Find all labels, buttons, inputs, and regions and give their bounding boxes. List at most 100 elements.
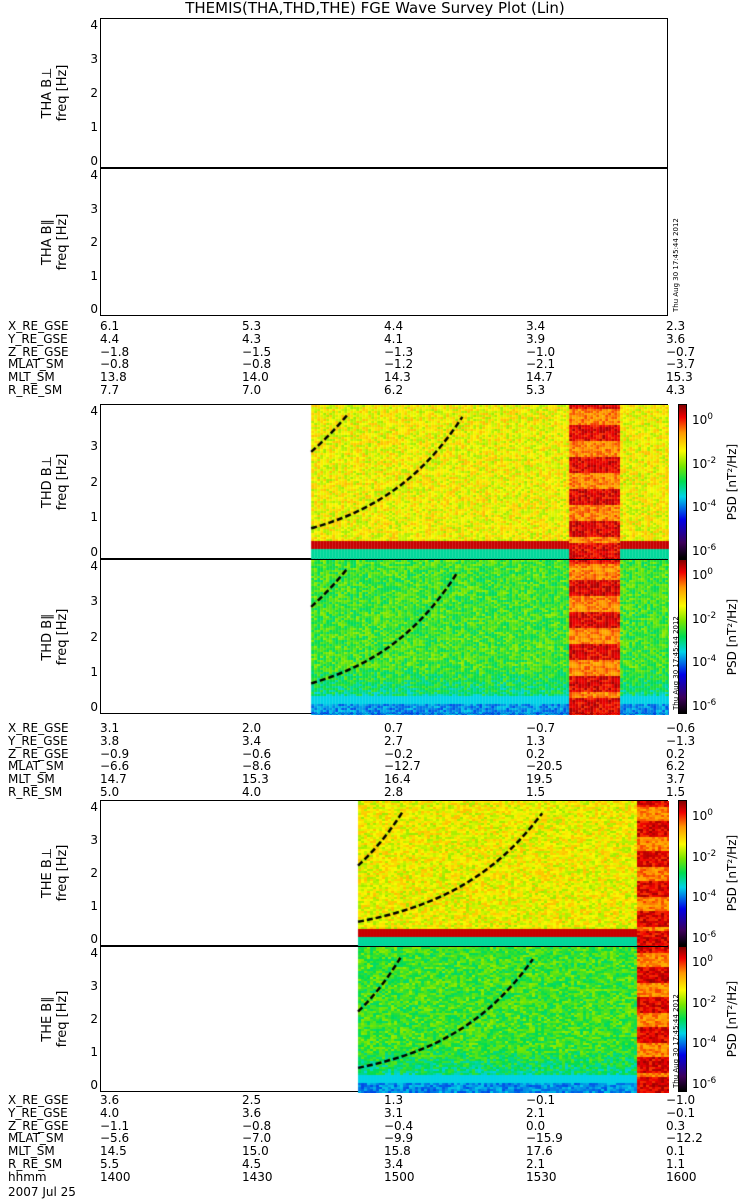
timestamp: Thu Aug 30 17:45:44 2012 [672,218,680,312]
y-tick-label: 3 [90,833,98,847]
row-value: 13.8 [100,370,127,385]
row-value: 1400 [100,1169,131,1184]
row-value: 2.3 [666,319,686,333]
row-value: 0.2 [526,746,546,761]
y-tick-label: 0 [90,932,98,946]
row-value: 3.9 [526,331,546,346]
panel-name: THD B∥ [40,612,55,661]
row-value: −20.5 [526,759,563,774]
row-value: −0.8 [242,1118,272,1133]
table-row: MLT_SM 13.8 14.0 14.3 14.7 15.3 [8,371,748,384]
row-value: 4.5 [242,1156,262,1171]
y-tick-label: 1 [90,664,98,679]
y-tick-label: 1 [90,509,98,524]
row-value: −1.8 [100,344,130,359]
row-value: 3.1 [384,1105,404,1120]
row-value: −1.0 [666,1093,696,1107]
spectrogram-canvas [101,169,669,317]
row-value: −0.7 [666,344,696,359]
freq-unit-label: freq [Hz] [55,64,70,122]
row-value: 1.3 [384,1093,404,1107]
y-tick-label: 4 [90,18,98,32]
colorbar-title: PSD [nT²/Hz] [725,598,739,675]
panel-name: THA B∥ [40,218,55,266]
y-tick-label: 3 [90,979,98,993]
row-value: 15.8 [384,1144,411,1159]
row-value: −0.6 [242,746,272,761]
y-tick-label: 1 [90,268,98,283]
y-tick-label: 0 [90,154,98,168]
row-value: 4.3 [666,382,686,397]
table-row: X_RE_GSE 3.6 2.5 1.3 −0.1 −1.0 [8,1094,748,1107]
colorbar-tick-label: 100 [692,954,714,969]
table-row: hhmm 1400 1430 1500 1530 1600 [8,1169,748,1184]
row-value: −12.2 [666,1131,703,1146]
row-value: −9.9 [384,1131,414,1146]
freq-unit-label: freq [Hz] [55,608,70,665]
y-tick-label: 4 [90,168,98,182]
row-value: 7.0 [242,382,262,397]
y-axis-label: THE B∥ freq [Hz] [40,949,70,1089]
row-value: −15.9 [526,1131,563,1146]
row-label: Z_RE_GSE [8,1118,69,1133]
row-value: −0.1 [666,1105,696,1120]
panel-name: THD B⊥ [40,455,55,508]
freq-unit-label: freq [Hz] [55,453,70,510]
row-value: 4.3 [242,331,262,346]
colorbar [678,559,687,714]
y-tick-label: 0 [90,545,98,559]
row-value: 4.4 [100,331,120,346]
row-value: 3.1 [100,721,120,735]
table-row: R_RE_SM 5.0 4.0 2.8 1.5 1.5 [8,786,748,799]
colorbar-tick-label: 10-6 [692,930,717,945]
ephemeris-table: X_RE_GSE 3.6 2.5 1.3 −0.1 −1.0 Y_RE_GSE 4.0 3.6 3… [8,1094,748,1184]
row-value: 3.6 [242,1105,262,1120]
y-axis-label: THD B⊥ freq [Hz] [40,412,70,552]
row-value: 0.7 [384,721,404,735]
y-tick-label: 0 [90,302,98,316]
timestamp: Thu Aug 30 17:45:44 2012 [672,994,680,1088]
row-label: MLT_SM [8,1144,55,1159]
colorbar-tick-label: 10-2 [692,610,717,626]
y-tick-label: 3 [90,439,98,454]
row-value: 14.7 [526,370,553,385]
y-tick-label: 4 [90,946,98,960]
row-value: −0.6 [666,721,696,735]
row-label: MLT_SM [8,772,55,787]
row-value: 1600 [666,1169,697,1184]
row-value: 4.0 [100,1105,120,1120]
row-value: −1.3 [666,733,696,748]
row-value: −1.5 [242,344,272,359]
y-axis-label: THE B⊥ freq [Hz] [40,803,70,943]
row-value: 6.1 [100,319,120,333]
row-value: 3.4 [242,733,262,748]
table-row: Z_RE_GSE −0.9 −0.6 −0.2 0.2 0.2 [8,746,748,761]
row-value: 14.3 [384,370,411,385]
row-value: −5.6 [100,1131,130,1146]
row-value: 6.2 [666,759,686,774]
colorbar [678,946,687,1092]
table-row: Y_RE_GSE 4.4 4.3 4.1 3.9 3.6 [8,331,748,346]
row-value: 5.0 [100,784,120,799]
row-value: 5.3 [242,319,262,333]
row-label: Y_RE_GSE [8,733,68,748]
y-tick-label: 3 [90,52,98,66]
colorbar-title: PSD [nT²/Hz] [725,834,739,912]
row-value: −8.6 [242,759,272,774]
spectrogram-canvas [101,947,669,1093]
table-row: R_RE_SM 5.5 4.5 3.4 2.1 1.1 [8,1158,748,1171]
table-row: Z_RE_GSE −1.1 −0.8 −0.4 0.0 0.3 [8,1118,748,1133]
spectrogram-panel-1 [100,168,669,317]
y-tick-label: 2 [90,866,98,880]
colorbar-tick-label: 10-4 [692,654,717,670]
colorbar-tick-label: 10-2 [692,455,717,471]
row-value: −0.7 [526,721,556,735]
y-axis-label: THA B∥ freq [Hz] [40,172,70,312]
y-axis-label: THA B⊥ freq [Hz] [40,23,70,163]
y-tick-label: 1 [90,1045,98,1059]
colorbar [678,404,687,559]
row-value: 7.7 [100,382,120,397]
row-label: MLAT_SM [8,1131,64,1146]
row-value: 5.5 [100,1156,120,1171]
table-row: MLAT_SM −6.6 −8.6 −12.7 −20.5 6.2 [8,760,748,773]
